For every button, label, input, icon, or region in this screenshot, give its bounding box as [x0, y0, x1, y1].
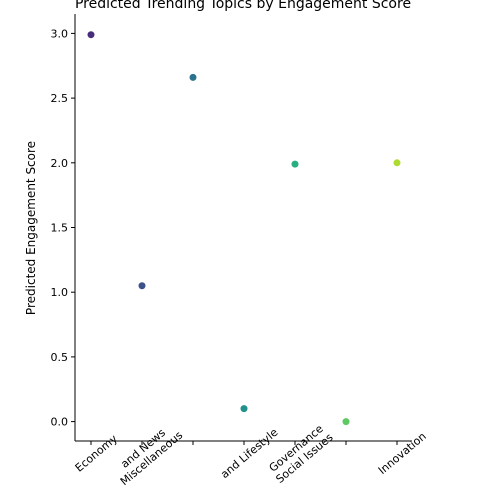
data-point: [240, 405, 248, 413]
data-point: [342, 418, 350, 426]
svg-text:and NewsMiscellaneous: and NewsMiscellaneous: [109, 418, 185, 488]
x-tick-label: and Lifestyle: [218, 426, 280, 481]
data-point: [291, 160, 299, 168]
y-axis: 0.0 0.5 1.0 1.5 2.0 2.5 3.0: [51, 14, 76, 441]
data-point: [393, 159, 401, 167]
svg-text:Innovation: Innovation: [376, 430, 429, 477]
y-tick-label: 1.0: [51, 286, 69, 299]
y-tick-label: 0.5: [51, 351, 69, 364]
data-points: [87, 31, 401, 426]
x-tick-label: Innovation: [376, 430, 429, 477]
x-tick-label: and NewsMiscellaneous: [109, 418, 186, 488]
data-point: [189, 73, 197, 81]
y-tick-label: 2.5: [51, 92, 69, 105]
y-tick-label: 1.5: [51, 222, 69, 235]
svg-text:Economy: Economy: [73, 432, 121, 475]
y-tick-label: 2.0: [51, 157, 69, 170]
data-point: [87, 31, 95, 39]
y-tick-label: 3.0: [51, 27, 69, 40]
svg-text:and Lifestyle: and Lifestyle: [218, 426, 280, 481]
y-axis-label: Predicted Engagement Score: [24, 141, 38, 315]
y-tick-label: 0.0: [51, 416, 69, 429]
chart-title: Predicted Trending Topics by Engagement …: [75, 0, 411, 12]
x-tick-label: Economy: [73, 432, 121, 475]
data-point: [138, 282, 146, 290]
